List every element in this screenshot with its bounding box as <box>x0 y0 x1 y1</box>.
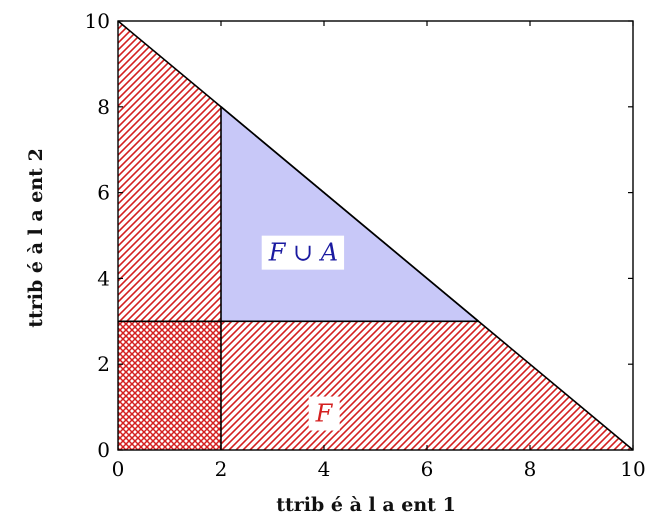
x-tick-label: 10 <box>620 457 645 481</box>
svg-text:F: F <box>315 400 334 428</box>
region-label-f: F <box>308 396 340 431</box>
y-tick-label: 2 <box>97 352 110 376</box>
x-tick-label: 8 <box>524 457 537 481</box>
y-tick-label: 4 <box>97 266 110 290</box>
region-labels-layer: F F ∪ A <box>261 235 345 431</box>
y-axis-label: ttrib é à l a ent 2 <box>25 148 47 328</box>
x-tick-label: 6 <box>421 457 434 481</box>
line-upper-boundary <box>220 106 480 322</box>
tick-labels-layer: 0 2 4 6 8 10 0 2 4 6 8 10 <box>85 9 646 481</box>
lines-layer <box>117 20 634 451</box>
y-tick-label: 0 <box>97 438 110 462</box>
region-crosshatch-overlap <box>118 321 221 450</box>
x-tick-label: 4 <box>318 457 331 481</box>
svg-text:F ∪ A: F ∪ A <box>268 239 338 267</box>
plot-frame <box>117 20 634 451</box>
x-tick-label: 0 <box>112 457 125 481</box>
ticks-layer <box>117 20 634 451</box>
y-tick-label: 8 <box>97 95 110 119</box>
region-label-f-union-a: F ∪ A <box>261 235 345 270</box>
x-tick-label: 2 <box>215 457 228 481</box>
x-axis-label: ttrib é à l a ent 1 <box>276 494 456 516</box>
y-tick-label: 10 <box>85 9 110 33</box>
y-tick-label: 6 <box>97 181 110 205</box>
